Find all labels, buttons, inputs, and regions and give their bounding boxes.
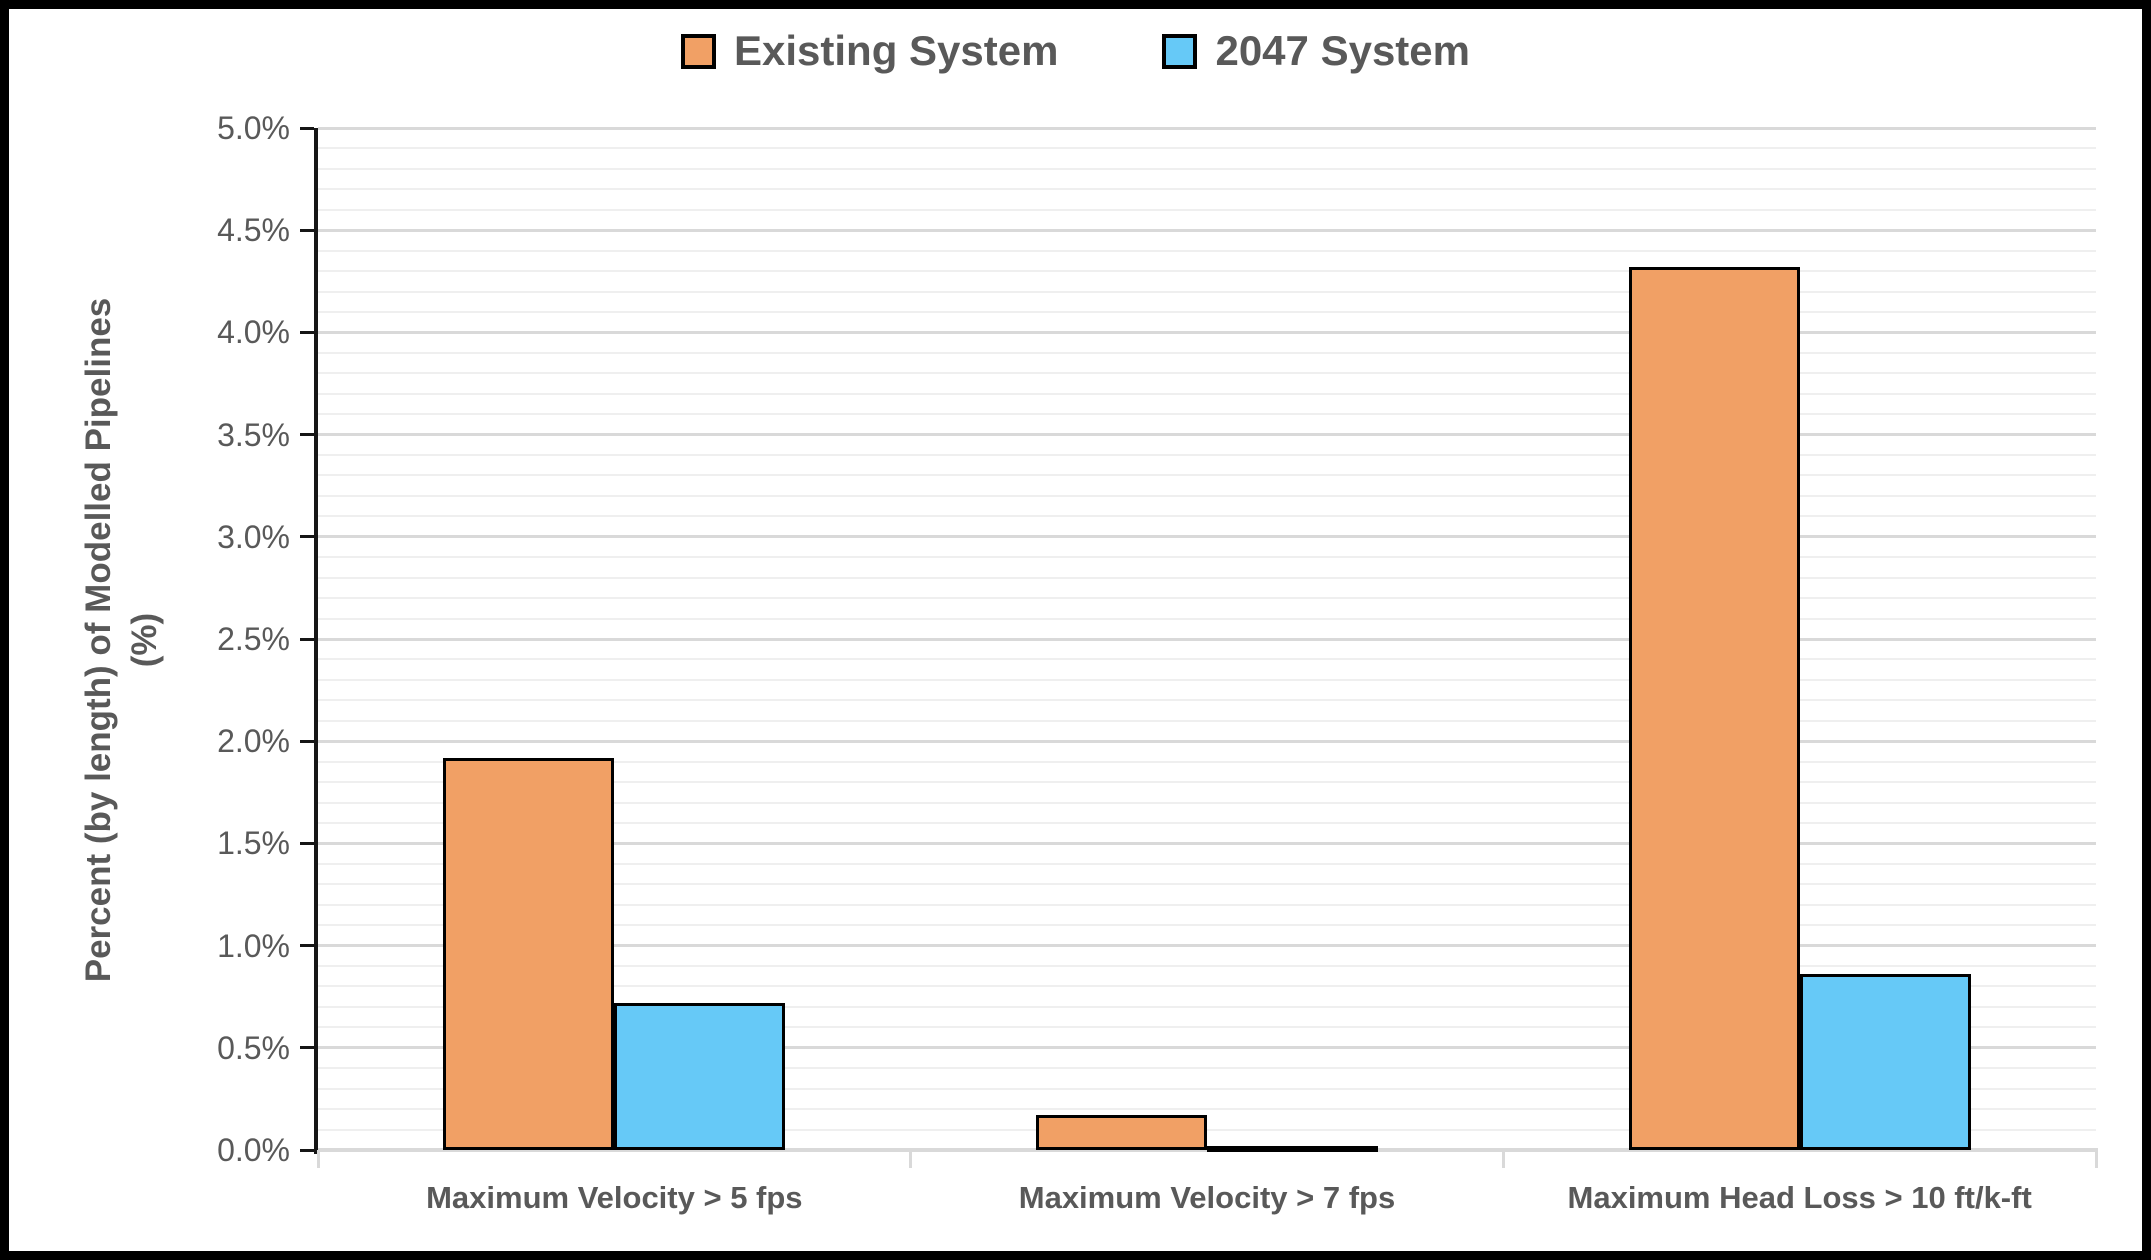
y-axis-line xyxy=(314,128,318,1154)
2047-system-bar-maximum-velocity-7-fps xyxy=(1207,1145,1378,1152)
minor-gridline xyxy=(318,617,2096,620)
minor-gridline xyxy=(318,1026,2096,1029)
y-tick-label: 4.5% xyxy=(217,212,290,249)
minor-gridline xyxy=(318,821,2096,824)
minor-gridline xyxy=(318,249,2096,252)
minor-gridline xyxy=(318,1005,2096,1008)
minor-gridline xyxy=(318,556,2096,559)
minor-gridline xyxy=(318,924,2096,927)
y-axis-tick xyxy=(300,1046,314,1050)
2047-system-bar-maximum-head-loss-10-ft-k-ft xyxy=(1799,974,1971,1150)
legend-item-2047-system: 2047 System xyxy=(1162,30,1470,72)
y-axis-tick xyxy=(300,433,314,437)
major-gridline xyxy=(318,535,2096,539)
y-tick-label: 1.0% xyxy=(217,927,290,964)
2047-system-bar-maximum-velocity-5-fps xyxy=(614,1002,786,1150)
y-axis-tick xyxy=(300,944,314,948)
minor-gridline xyxy=(318,781,2096,784)
minor-gridline xyxy=(318,576,2096,579)
y-axis-tick xyxy=(300,330,314,334)
minor-gridline xyxy=(318,372,2096,375)
y-tick-label: 4.0% xyxy=(217,314,290,351)
y-axis-title-line1: Percent (by length) of Modelled Pipeline… xyxy=(79,297,118,983)
y-axis-tick xyxy=(300,739,314,743)
legend: Existing System 2047 System xyxy=(0,30,2151,72)
y-tick-label: 5.0% xyxy=(217,110,290,146)
category-label-maximum-head-loss-10-ft-k-ft: Maximum Head Loss > 10 ft/k-ft xyxy=(1567,1180,2032,1215)
existing-system-bar-maximum-head-loss-10-ft-k-ft xyxy=(1628,266,1800,1150)
2047-system-swatch-icon xyxy=(1162,33,1198,69)
y-axis-tick xyxy=(300,228,314,232)
major-gridline xyxy=(318,433,2096,437)
minor-gridline xyxy=(318,597,2096,600)
major-gridline xyxy=(318,841,2096,845)
y-tick-label: 1.5% xyxy=(217,825,290,862)
minor-gridline xyxy=(318,454,2096,457)
minor-gridline xyxy=(318,699,2096,702)
y-axis-tick xyxy=(300,1148,314,1152)
major-gridline xyxy=(318,1046,2096,1050)
minor-gridline xyxy=(318,392,2096,395)
existing-system-bar-maximum-velocity-7-fps xyxy=(1036,1115,1207,1150)
minor-gridline xyxy=(318,760,2096,763)
legend-label-existing-system: Existing System xyxy=(734,27,1059,74)
minor-gridline xyxy=(318,1108,2096,1111)
category-label-maximum-velocity-5-fps: Maximum Velocity > 5 fps xyxy=(426,1180,803,1215)
major-gridline xyxy=(318,944,2096,948)
minor-gridline xyxy=(318,1087,2096,1090)
y-tick-label: 0.0% xyxy=(217,1132,290,1168)
existing-system-swatch-icon xyxy=(681,33,716,69)
y-axis-tick xyxy=(300,126,314,130)
minor-gridline xyxy=(318,678,2096,681)
minor-gridline xyxy=(318,494,2096,497)
major-gridline xyxy=(318,739,2096,743)
x-axis-tick xyxy=(909,1150,913,1168)
x-axis-tick xyxy=(316,1150,320,1168)
major-gridline xyxy=(318,637,2096,641)
y-axis-tick xyxy=(300,535,314,539)
minor-gridline xyxy=(318,862,2096,865)
minor-gridline xyxy=(318,658,2096,661)
minor-gridline xyxy=(318,903,2096,906)
x-axis-tick xyxy=(2094,1150,2098,1168)
existing-system-bar-maximum-velocity-5-fps xyxy=(443,757,615,1150)
minor-gridline xyxy=(318,188,2096,191)
minor-gridline xyxy=(318,474,2096,477)
y-tick-label: 3.5% xyxy=(217,416,290,453)
major-gridline xyxy=(318,330,2096,334)
category-label-maximum-velocity-7-fps: Maximum Velocity > 7 fps xyxy=(1018,1180,1396,1215)
y-tick-label: 3.0% xyxy=(217,518,290,555)
minor-gridline xyxy=(318,147,2096,150)
y-tick-label: 2.0% xyxy=(217,723,290,760)
y-axis-tick xyxy=(300,841,314,845)
minor-gridline xyxy=(318,719,2096,722)
y-tick-label: 2.5% xyxy=(217,621,290,657)
minor-gridline xyxy=(318,883,2096,886)
y-tick-label: 0.5% xyxy=(217,1029,290,1066)
minor-gridline xyxy=(318,1067,2096,1070)
minor-gridline xyxy=(318,351,2096,354)
minor-gridline xyxy=(318,515,2096,518)
y-axis-title-line2: (%) xyxy=(125,612,164,668)
minor-gridline xyxy=(318,413,2096,416)
minor-gridline xyxy=(318,208,2096,211)
major-gridline xyxy=(318,228,2096,232)
minor-gridline xyxy=(318,270,2096,273)
minor-gridline xyxy=(318,985,2096,988)
y-axis-tick xyxy=(300,637,314,641)
x-axis-tick xyxy=(1501,1150,1505,1168)
minor-gridline xyxy=(318,801,2096,804)
minor-gridline xyxy=(318,167,2096,170)
minor-gridline xyxy=(318,1128,2096,1131)
minor-gridline xyxy=(318,965,2096,968)
legend-label-2047-system: 2047 System xyxy=(1215,27,1470,74)
minor-gridline xyxy=(318,310,2096,313)
major-gridline xyxy=(318,126,2096,130)
legend-item-existing-system: Existing System xyxy=(681,30,1058,72)
minor-gridline xyxy=(318,290,2096,293)
y-axis-title: Percent (by length) of Modelled Pipeline… xyxy=(76,125,168,1155)
